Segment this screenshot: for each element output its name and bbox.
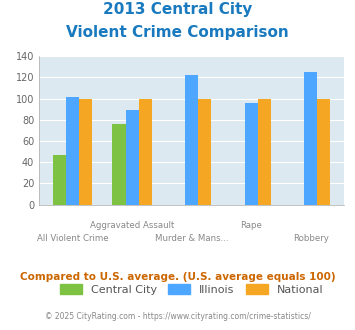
Bar xyxy=(185,75,198,205)
Bar xyxy=(126,110,139,205)
Bar xyxy=(139,99,152,205)
Text: Robbery: Robbery xyxy=(293,234,329,243)
Bar xyxy=(198,99,211,205)
Text: © 2025 CityRating.com - https://www.cityrating.com/crime-statistics/: © 2025 CityRating.com - https://www.city… xyxy=(45,312,310,321)
Bar xyxy=(258,99,271,205)
Legend: Central City, Illinois, National: Central City, Illinois, National xyxy=(55,280,328,300)
Text: All Violent Crime: All Violent Crime xyxy=(37,234,108,243)
Bar xyxy=(245,103,258,205)
Bar xyxy=(304,72,317,205)
Text: Rape: Rape xyxy=(240,221,262,230)
Text: 2013 Central City: 2013 Central City xyxy=(103,2,252,16)
Text: Compared to U.S. average. (U.S. average equals 100): Compared to U.S. average. (U.S. average … xyxy=(20,272,335,282)
Bar xyxy=(317,99,331,205)
Bar xyxy=(66,97,79,205)
Bar xyxy=(79,99,92,205)
Bar xyxy=(53,155,66,205)
Text: Murder & Mans...: Murder & Mans... xyxy=(155,234,229,243)
Text: Aggravated Assault: Aggravated Assault xyxy=(90,221,174,230)
Text: Violent Crime Comparison: Violent Crime Comparison xyxy=(66,25,289,40)
Bar xyxy=(113,124,126,205)
